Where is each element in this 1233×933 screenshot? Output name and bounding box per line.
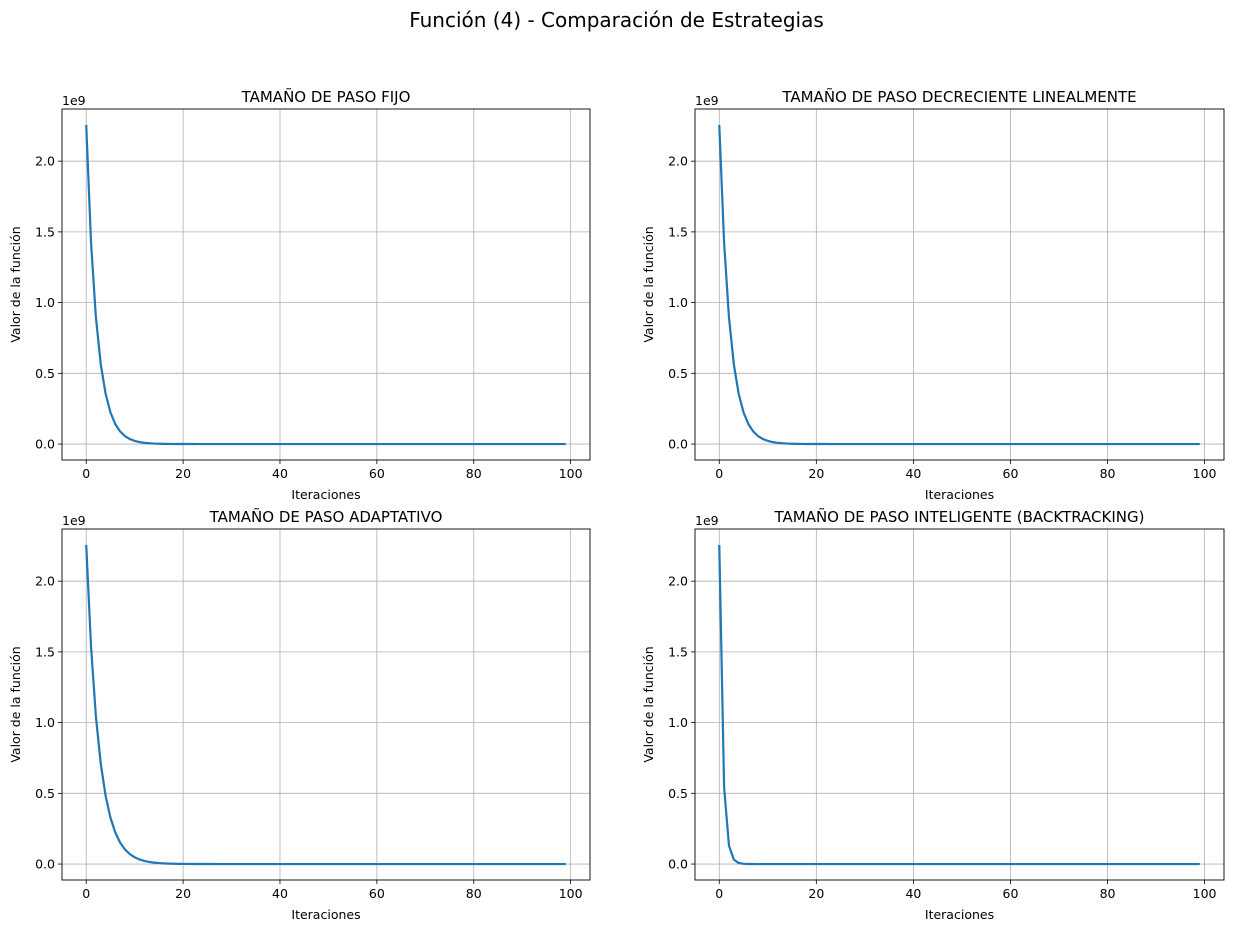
- y-tick-label: 2.0: [668, 574, 688, 589]
- y-axis-label: Valor de la función: [8, 646, 23, 762]
- x-tick-label: 80: [1100, 886, 1116, 901]
- x-tick-label: 40: [905, 886, 921, 901]
- axes-frame: [61, 108, 591, 461]
- subplot-title: TAMAÑO DE PASO DECRECIENTE LINEALMENTE: [781, 87, 1136, 106]
- x-tick-label: 60: [369, 886, 385, 901]
- x-tick-label: 40: [272, 886, 288, 901]
- x-tick-label: 0: [715, 466, 723, 481]
- axes-frame: [61, 528, 591, 881]
- subplot-title: TAMAÑO DE PASO ADAPTATIVO: [209, 507, 443, 526]
- y-tick-label: 0.0: [668, 437, 688, 452]
- x-tick-label: 100: [559, 886, 583, 901]
- x-tick-label: 0: [715, 886, 723, 901]
- x-tick-label: 60: [1003, 886, 1019, 901]
- x-tick-label: 100: [559, 466, 583, 481]
- y-offset-text: 1e9: [695, 93, 719, 108]
- y-axis-label: Valor de la función: [8, 226, 23, 342]
- x-tick-label: 60: [369, 466, 385, 481]
- y-tick-label: 1.0: [35, 295, 55, 310]
- y-offset-text: 1e9: [695, 513, 719, 528]
- x-tick-label: 80: [1100, 466, 1116, 481]
- subplot-title: TAMAÑO DE PASO FIJO: [241, 87, 411, 106]
- y-tick-label: 2.0: [35, 574, 55, 589]
- x-tick-label: 60: [1003, 466, 1019, 481]
- y-tick-label: 1.0: [668, 295, 688, 310]
- y-offset-text: 1e9: [62, 513, 86, 528]
- x-tick-label: 20: [808, 886, 824, 901]
- subplot-linear-decreasing-step: 0 20 40 60 80 100 0.0 0.5 1.0 1.5 2.0 1e9 TAMAÑO DE …: [641, 87, 1225, 502]
- series-line: [85, 124, 566, 446]
- y-axis-label: Valor de la función: [641, 226, 656, 342]
- axes-frame: [694, 108, 1225, 461]
- x-tick-label: 40: [905, 466, 921, 481]
- x-tick-label: 0: [82, 886, 90, 901]
- y-tick-label: 1.5: [668, 224, 688, 239]
- y-offset-text: 1e9: [62, 93, 86, 108]
- y-tick-label: 2.0: [35, 154, 55, 169]
- y-tick-label: 0.5: [668, 786, 688, 801]
- y-tick-label: 0.5: [35, 786, 55, 801]
- y-tick-label: 0.0: [35, 857, 55, 872]
- x-axis-label: Iteraciones: [925, 907, 994, 922]
- subplot-adaptive-step: 0 20 40 60 80 100 0.0 0.5 1.0 1.5 2.0 1e9 TAMAÑO DE …: [8, 507, 591, 922]
- series-line: [718, 544, 1200, 866]
- subplot-backtracking-step: 0 20 40 60 80 100 0.0 0.5 1.0 1.5 2.0 1e9 TAMAÑO DE …: [641, 507, 1225, 922]
- axes-frame: [694, 528, 1225, 881]
- x-tick-label: 100: [1193, 466, 1217, 481]
- y-tick-label: 0.0: [668, 857, 688, 872]
- series-line: [85, 544, 566, 866]
- y-tick-label: 2.0: [668, 154, 688, 169]
- series-line: [718, 124, 1200, 446]
- y-tick-label: 1.0: [668, 715, 688, 730]
- y-tick-label: 1.5: [35, 644, 55, 659]
- x-axis-label: Iteraciones: [291, 487, 360, 502]
- x-tick-label: 0: [82, 466, 90, 481]
- y-tick-label: 1.5: [35, 224, 55, 239]
- y-tick-label: 0.5: [668, 366, 688, 381]
- x-axis-label: Iteraciones: [925, 487, 994, 502]
- x-tick-label: 80: [466, 466, 482, 481]
- x-tick-label: 80: [466, 886, 482, 901]
- figure-title: Función (4) - Comparación de Estrategias: [409, 8, 824, 32]
- y-tick-label: 1.5: [668, 644, 688, 659]
- y-axis-label: Valor de la función: [641, 646, 656, 762]
- y-tick-label: 1.0: [35, 715, 55, 730]
- x-tick-label: 20: [175, 466, 191, 481]
- x-tick-label: 20: [175, 886, 191, 901]
- x-axis-label: Iteraciones: [291, 907, 360, 922]
- x-tick-label: 20: [808, 466, 824, 481]
- subplot-fixed-step: 0 20 40 60 80 100 0.0 0.5 1.0 1.5 2.0 1e9 TAMAÑO DE …: [8, 87, 591, 502]
- x-tick-label: 100: [1193, 886, 1217, 901]
- subplot-title: TAMAÑO DE PASO INTELIGENTE (BACKTRACKING…: [774, 507, 1145, 526]
- x-tick-label: 40: [272, 466, 288, 481]
- y-tick-label: 0.0: [35, 437, 55, 452]
- y-tick-label: 0.5: [35, 366, 55, 381]
